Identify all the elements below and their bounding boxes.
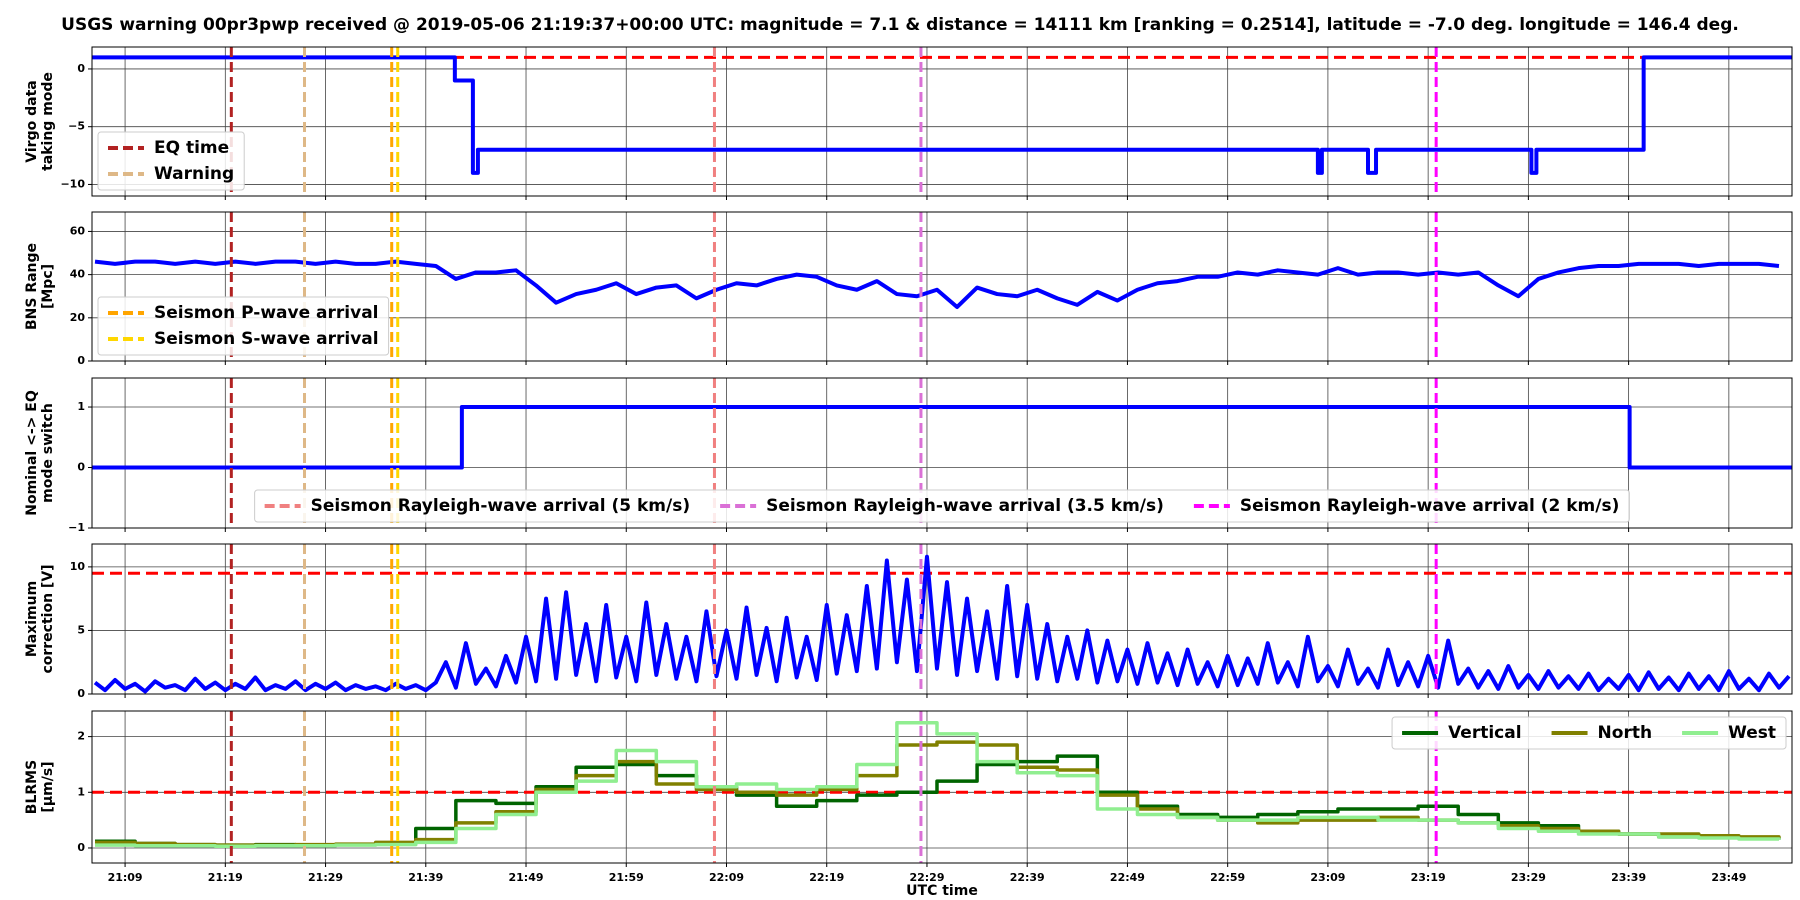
y-axis-label: [Mpc] (40, 264, 56, 309)
y-axis-label: taking mode (40, 72, 56, 171)
x-tick-label: 23:29 (1511, 871, 1546, 884)
y-tick-label: 10 (70, 560, 86, 573)
y-tick-label: 5 (77, 623, 85, 636)
x-tick-label: 22:29 (909, 871, 944, 884)
legend: Seismon P-wave arrival Seismon S-wave arr… (97, 296, 390, 356)
y-tick-label: 20 (70, 311, 86, 324)
x-tick-label: 21:09 (108, 871, 143, 884)
legend-label: Seismon Rayleigh-wave arrival (5 km/s) (311, 496, 690, 516)
y-tick-label: 0 (77, 687, 85, 700)
x-tick-label: 23:09 (1310, 871, 1345, 884)
data-line (93, 554, 1791, 694)
y-tick-label: 0 (77, 62, 85, 75)
y-tick-label: 60 (70, 224, 86, 237)
data-line (95, 720, 1781, 849)
y-tick-label: 0 (77, 354, 85, 367)
legend-label: Seismon P-wave arrival (154, 303, 379, 323)
x-tick-label: 22:09 (709, 871, 744, 884)
data-line (92, 55, 1792, 175)
y-tick-label: 40 (70, 268, 86, 281)
y-axis-label: Nominal <-> EQ (24, 390, 40, 516)
x-tick-label: 23:39 (1611, 871, 1646, 884)
legend: Vertical North West (1391, 716, 1787, 750)
y-axis-label: BLRMS (24, 760, 40, 814)
plot-frame (91, 46, 1793, 197)
legend-box (254, 489, 1630, 523)
legend-label: North (1598, 723, 1653, 743)
legend-label: Seismon S-wave arrival (154, 329, 379, 349)
data-line (95, 754, 1781, 847)
plot-frame (91, 377, 1793, 529)
legend-label: EQ time (154, 138, 229, 158)
x-tick-label: 22:19 (809, 871, 844, 884)
data-line (94, 259, 1780, 310)
x-tick-label: 22:49 (1110, 871, 1145, 884)
legend-label: Seismon Rayleigh-wave arrival (2 km/s) (1240, 496, 1619, 516)
y-tick-label: 0 (77, 461, 85, 474)
y-axis-label: Maximum (24, 581, 40, 657)
y-axis-label: mode switch (40, 403, 56, 503)
legend-label: Vertical (1448, 723, 1521, 743)
y-tick-label: −1 (68, 521, 85, 534)
x-tick-label: 22:39 (1010, 871, 1045, 884)
y-axis-label: Virgo data (24, 80, 40, 162)
legend-box (97, 296, 390, 356)
x-tick-label: 23:19 (1411, 871, 1446, 884)
legend: Seismon Rayleigh-wave arrival (5 km/s) Se… (254, 489, 1630, 523)
x-tick-label: 23:49 (1711, 871, 1746, 884)
y-axis-label: [μm/s] (40, 761, 56, 812)
chart-title: USGS warning 00pr3pwp received @ 2019-05… (61, 15, 1739, 35)
y-tick-label: 1 (77, 785, 85, 798)
legend-label: Warning (154, 164, 234, 184)
plot-frame (91, 710, 1793, 864)
x-tick-label: 21:29 (308, 871, 343, 884)
legend-box (97, 131, 245, 191)
x-tick-label: 21:39 (408, 871, 443, 884)
y-axis-label: BNS Range (24, 243, 40, 330)
legend-label: West (1728, 723, 1776, 743)
plot-frame (91, 211, 1793, 362)
legend: EQ time Warning (97, 131, 245, 191)
y-tick-label: 0 (77, 841, 85, 854)
y-axis-label: correction [V] (40, 564, 56, 673)
legend-box (1391, 716, 1787, 750)
y-tick-label: −5 (68, 120, 85, 133)
y-tick-label: −10 (60, 177, 85, 190)
data-line (92, 405, 1792, 470)
y-tick-label: 2 (77, 730, 85, 743)
legend-label: Seismon Rayleigh-wave arrival (3.5 km/s) (766, 496, 1164, 516)
x-tick-label: 22:59 (1210, 871, 1245, 884)
x-axis-label: UTC time (906, 883, 978, 899)
y-tick-label: 1 (77, 400, 85, 413)
x-tick-label: 21:19 (208, 871, 243, 884)
plot-frame (91, 543, 1793, 695)
x-tick-label: 21:49 (509, 871, 544, 884)
x-tick-label: 21:59 (609, 871, 644, 884)
